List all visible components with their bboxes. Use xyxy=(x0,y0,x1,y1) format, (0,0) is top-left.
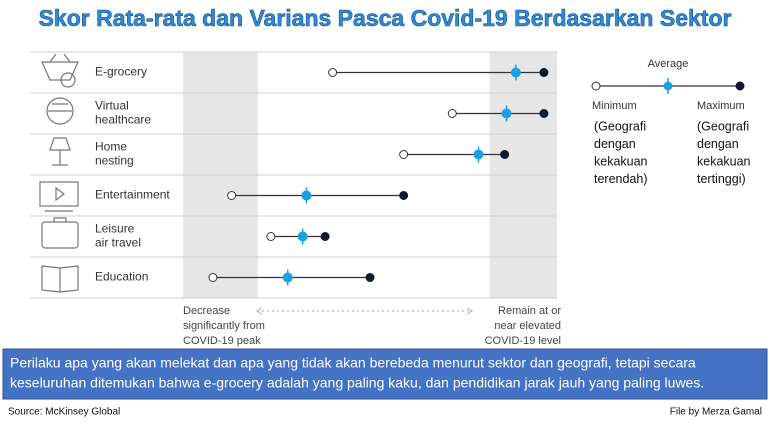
point-average xyxy=(473,149,484,160)
legend-point xyxy=(663,81,673,91)
credit: File by Merza Gamal xyxy=(670,407,762,418)
caption: keseluruhan ditemukan bahwa e-grocery ad… xyxy=(10,375,704,391)
category-label: air travel xyxy=(95,236,141,250)
point-minimum xyxy=(227,191,237,200)
point-average xyxy=(282,272,293,283)
point-maximum xyxy=(320,232,330,241)
category-label: Leisure xyxy=(95,222,135,236)
category-label: Entertainment xyxy=(95,188,170,202)
legend-note: kekakuan xyxy=(594,154,648,168)
point-average xyxy=(301,190,312,201)
legend-note: kekakuan xyxy=(697,154,751,168)
point-maximum xyxy=(500,150,510,159)
legend-point xyxy=(735,81,745,91)
source: Source: McKinsey Global xyxy=(8,407,120,418)
category-label: nesting xyxy=(95,154,134,168)
legend-label: Maximum xyxy=(697,100,745,112)
legend-label: Minimum xyxy=(592,100,637,112)
point-minimum xyxy=(266,232,276,241)
x-axis-label-right: COVID-19 level xyxy=(485,335,561,347)
chart-title: Skor Rata-rata dan Varians Pasca Covid-1… xyxy=(39,5,732,31)
category-label: Education xyxy=(95,270,148,284)
category-label: Home xyxy=(95,140,127,154)
point-minimum xyxy=(447,109,457,118)
point-maximum xyxy=(399,191,409,200)
x-axis-label-left: significantly from xyxy=(183,320,265,332)
x-axis-label-left: Decrease xyxy=(183,305,230,317)
legend-note: tertinggi) xyxy=(697,172,746,186)
caption: Perilaku apa yang akan melekat dan apa y… xyxy=(10,355,696,371)
legend-note: (Geografi xyxy=(697,119,749,133)
point-minimum xyxy=(328,68,338,77)
legend-note: dengan xyxy=(594,137,636,151)
point-average xyxy=(501,108,512,119)
legend-note: (Geografi xyxy=(594,119,646,133)
category-label: E-grocery xyxy=(95,65,147,79)
point-maximum xyxy=(539,109,549,118)
category-label: healthcare xyxy=(95,113,151,127)
legend-note: dengan xyxy=(697,137,739,151)
point-average xyxy=(510,67,521,78)
category-label: Virtual xyxy=(95,99,129,113)
x-axis-label-left: COVID-19 peak xyxy=(183,335,261,347)
legend-label: Average xyxy=(648,58,689,70)
legend-point xyxy=(591,81,601,91)
legend-note: terendah) xyxy=(594,172,648,186)
icons xyxy=(39,53,79,293)
x-axis-label-right: near elevated xyxy=(494,320,561,332)
caption-box xyxy=(2,348,768,400)
axis-arrow xyxy=(256,307,473,315)
x-axis-label-right: Remain at or xyxy=(498,305,561,317)
point-maximum xyxy=(365,273,375,282)
point-minimum xyxy=(399,150,409,159)
point-maximum xyxy=(539,68,549,77)
point-average xyxy=(297,231,308,242)
point-minimum xyxy=(208,273,218,282)
